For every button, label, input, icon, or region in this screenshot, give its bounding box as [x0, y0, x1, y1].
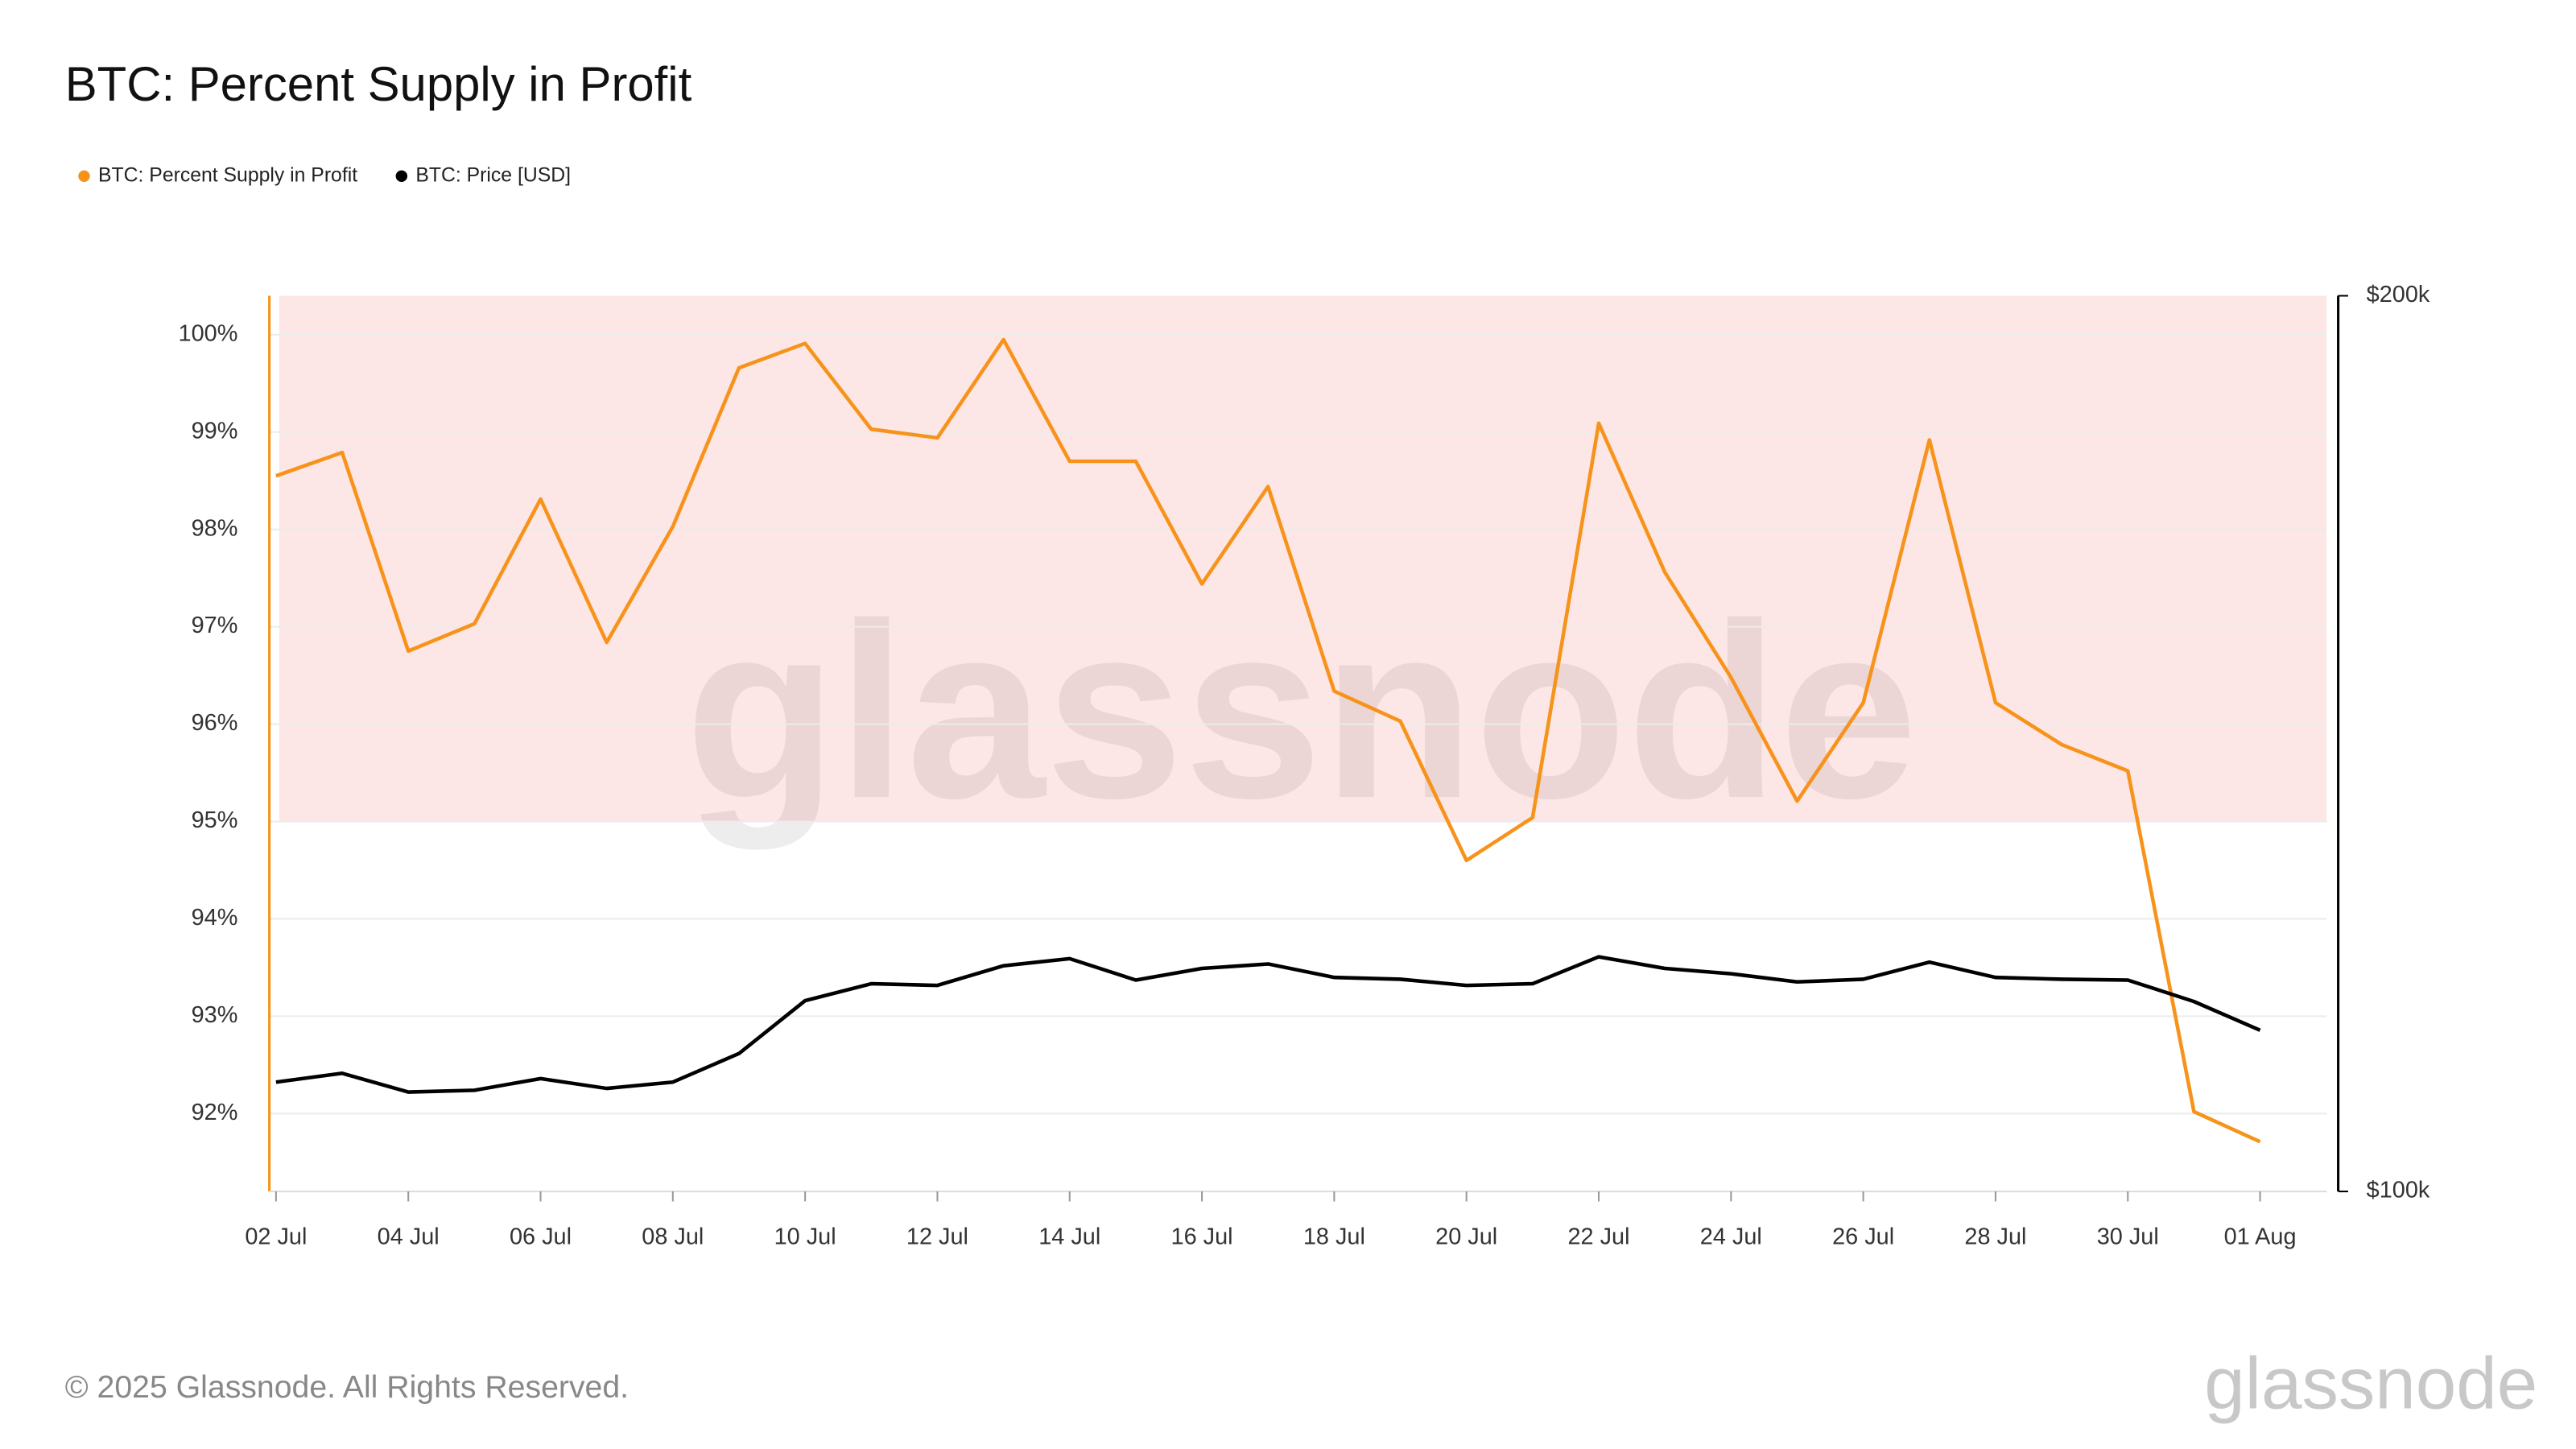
x-tick-label: 26 Jul [1832, 1224, 1894, 1249]
y-tick-label: 97% [192, 613, 238, 638]
y-tick-label: 92% [192, 1100, 238, 1125]
x-tick-label: 14 Jul [1038, 1224, 1100, 1249]
x-tick-label: 02 Jul [245, 1224, 307, 1249]
x-tick-label: 01 Aug [2224, 1224, 2297, 1249]
x-tick-label: 04 Jul [378, 1224, 440, 1249]
x-tick-label: 10 Jul [774, 1224, 836, 1249]
y-tick-label: 96% [192, 710, 238, 736]
y-tick-label: 93% [192, 1002, 238, 1028]
y-tick-label: 94% [192, 905, 238, 931]
chart-title: BTC: Percent Supply in Profit [65, 57, 692, 111]
legend-label: BTC: Percent Supply in Profit [98, 164, 357, 186]
x-tick-label: 08 Jul [642, 1224, 704, 1249]
x-tick-label: 16 Jul [1171, 1224, 1233, 1249]
x-tick-label: 20 Jul [1435, 1224, 1497, 1249]
x-tick-label: 22 Jul [1567, 1224, 1629, 1249]
y2-tick-label: $100k [2367, 1178, 2430, 1203]
brand-logo: glassnode [2204, 1344, 2537, 1425]
footer: © 2025 Glassnode. All Rights Reserved. [65, 1369, 629, 1405]
x-tick-label: 30 Jul [2097, 1224, 2159, 1249]
y-tick-label: 95% [192, 807, 238, 833]
x-tick-label: 18 Jul [1303, 1224, 1365, 1249]
x-tick-label: 06 Jul [510, 1224, 572, 1249]
highlight-band [279, 295, 2327, 822]
x-tick-label: 28 Jul [1964, 1224, 2026, 1249]
y-tick-label: 99% [192, 418, 238, 444]
x-tick-label: 24 Jul [1700, 1224, 1762, 1249]
series-line [275, 337, 2261, 1144]
y-tick-label: 100% [179, 320, 238, 346]
legend-marker [395, 170, 408, 183]
watermark: glassnode [685, 572, 1918, 852]
y-tick-label: 98% [192, 515, 238, 541]
legend-label: BTC: Price [USD] [415, 164, 571, 186]
y2-tick-label: $200k [2367, 282, 2430, 308]
legend-marker [78, 170, 90, 183]
series-line [275, 955, 2261, 1094]
x-tick-label: 12 Jul [906, 1224, 968, 1249]
